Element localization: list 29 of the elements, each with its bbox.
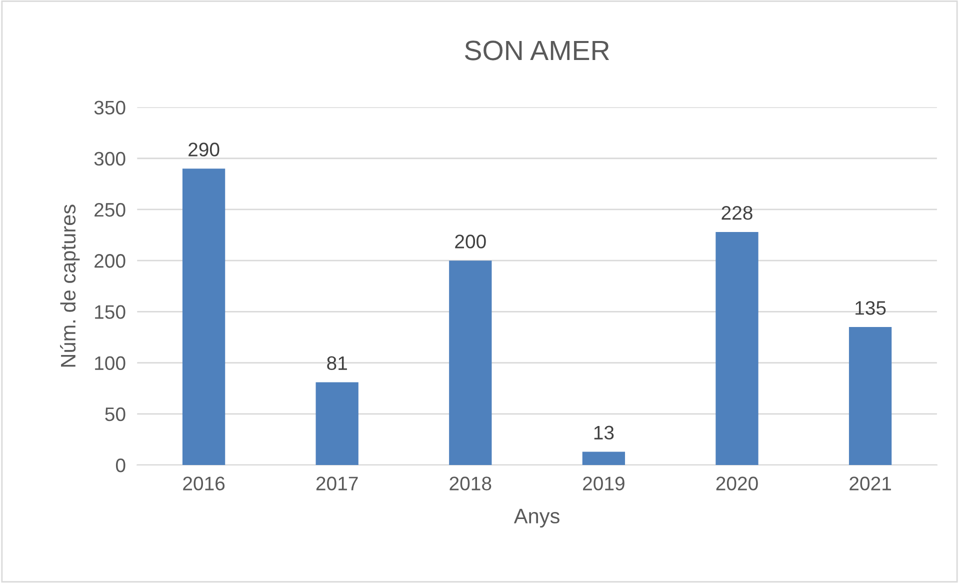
- x-tick-label: 2017: [316, 476, 358, 490]
- y-tick-label: 50: [105, 407, 126, 422]
- bar: [182, 168, 226, 465]
- y-tick-label: 350: [94, 100, 126, 115]
- y-tick-label: 200: [94, 254, 126, 268]
- bar: [716, 232, 758, 465]
- data-label: 81: [327, 356, 347, 370]
- x-axis-title: Anys: [514, 508, 560, 528]
- y-tick-label: 250: [94, 202, 126, 217]
- data-label: 290: [188, 142, 220, 156]
- data-label: 228: [722, 206, 752, 220]
- data-label: 13: [594, 426, 614, 440]
- x-tick-label: 2020: [716, 476, 758, 490]
- data-label: 135: [856, 301, 886, 315]
- y-tick-label: 0: [116, 458, 126, 472]
- bar: [582, 452, 626, 465]
- x-tick-label: 2018: [450, 476, 492, 490]
- y-tick-label: 100: [95, 356, 126, 370]
- bar: [316, 382, 358, 465]
- data-label: 200: [455, 234, 486, 248]
- x-tick-label: 2016: [183, 476, 225, 490]
- x-tick-label: 2019: [583, 476, 624, 490]
- bar: [848, 327, 892, 465]
- chart-title: SON AMER: [464, 40, 610, 60]
- y-axis-title: Núm. de captures: [60, 204, 80, 367]
- bar: [449, 260, 492, 465]
- y-tick-label: 150: [95, 305, 126, 319]
- y-tick-label: 300: [94, 152, 126, 166]
- x-tick-label: 2021: [850, 476, 891, 490]
